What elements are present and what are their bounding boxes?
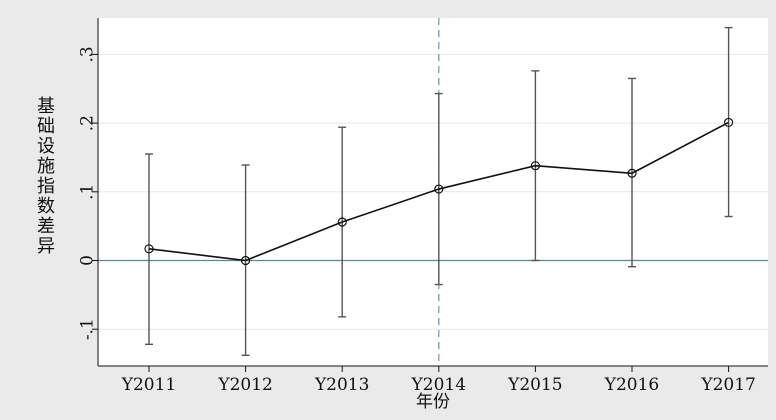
y-tick-label: 0	[78, 255, 98, 266]
x-tick-label: Y2014	[411, 375, 467, 395]
ticks: -.1 0 .1 .2 .3 Y2011 Y2012 Y2013 Y2014 Y2015 Y2016…	[78, 46, 756, 395]
data-point	[627, 168, 637, 178]
series-line	[148, 121, 729, 262]
x-tick-label: Y2015	[507, 375, 563, 395]
data-point	[144, 244, 154, 254]
data-point	[723, 117, 734, 128]
x-tick-label: Y2013	[314, 375, 370, 395]
x-tick-label: Y2017	[700, 375, 756, 395]
x-tick-label: Y2016	[604, 375, 660, 395]
x-tick-label: Y2012	[217, 375, 273, 395]
x-tick-label: Y2011	[121, 375, 177, 395]
data-point	[434, 184, 444, 194]
y-tick-label: .2	[78, 115, 98, 131]
data-point	[337, 217, 347, 227]
data-points	[144, 117, 734, 266]
data-point	[530, 161, 541, 171]
y-tick-label: -.1	[78, 318, 98, 340]
x-axis-label: 年份	[416, 392, 450, 412]
y-tick-label: .3	[78, 46, 98, 62]
series-polyline	[148, 121, 729, 262]
y-tick-label: .1	[78, 184, 98, 200]
y-axis-label: 基础设施指数差异	[37, 96, 55, 257]
data-point	[241, 255, 251, 266]
